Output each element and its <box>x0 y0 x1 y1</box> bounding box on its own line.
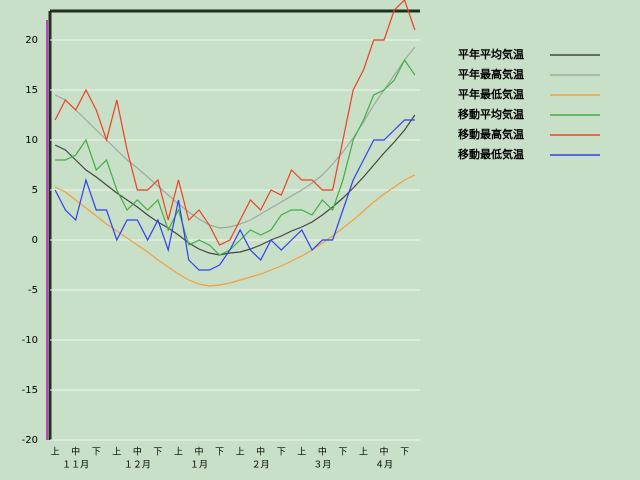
legend-label: 移動最高気温 <box>458 127 524 141</box>
legend-label: 平年最低気温 <box>458 87 524 101</box>
x-tick-label: 上 <box>51 447 60 458</box>
month-label: １２月 <box>124 460 151 471</box>
x-tick-label: 上 <box>297 447 306 458</box>
x-tick-label: 下 <box>400 448 409 458</box>
x-tick-label: 下 <box>277 448 286 458</box>
legend-label: 移動最低気温 <box>458 147 524 161</box>
legend-label: 平年最高気温 <box>458 67 524 81</box>
x-tick-label: 中 <box>195 446 204 458</box>
x-tick-label: 中 <box>133 446 142 458</box>
x-tick-label: 下 <box>215 448 224 458</box>
legend-label: 移動平均気温 <box>458 107 524 121</box>
month-label: ３月 <box>313 460 331 471</box>
series-line <box>54 174 416 287</box>
month-label: １月 <box>190 460 208 471</box>
y-tick-label: 5 <box>32 185 38 196</box>
x-tick-label: 上 <box>112 447 121 458</box>
x-tick-label: 上 <box>174 447 183 458</box>
x-tick-label: 中 <box>71 446 80 458</box>
x-tick-label: 中 <box>380 446 389 458</box>
y-tick-label: 15 <box>25 85 38 96</box>
series-line <box>54 46 416 229</box>
x-tick-label: 中 <box>318 446 327 458</box>
y-tick-label: -10 <box>22 335 38 346</box>
month-label: ４月 <box>375 460 393 471</box>
y-tick-label: 10 <box>25 135 38 146</box>
x-tick-label: 下 <box>338 448 347 458</box>
x-tick-label: 下 <box>153 448 162 458</box>
series-line <box>54 114 416 256</box>
legend-label: 平年平均気温 <box>458 47 524 61</box>
y-tick-label: -15 <box>22 385 38 396</box>
y-tick-label: -5 <box>28 285 38 296</box>
y-tick-label: -20 <box>22 435 38 446</box>
month-label: １１月 <box>62 460 89 471</box>
y-tick-label: 0 <box>32 235 38 246</box>
x-tick-label: 上 <box>236 447 245 458</box>
series-line <box>55 58 416 256</box>
x-tick-label: 下 <box>92 448 101 458</box>
month-label: ２月 <box>252 460 270 471</box>
y-tick-label: 20 <box>25 35 38 46</box>
x-tick-label: 中 <box>256 446 265 458</box>
x-tick-label: 上 <box>359 447 368 458</box>
series-line <box>54 0 416 246</box>
series-line <box>54 119 415 271</box>
